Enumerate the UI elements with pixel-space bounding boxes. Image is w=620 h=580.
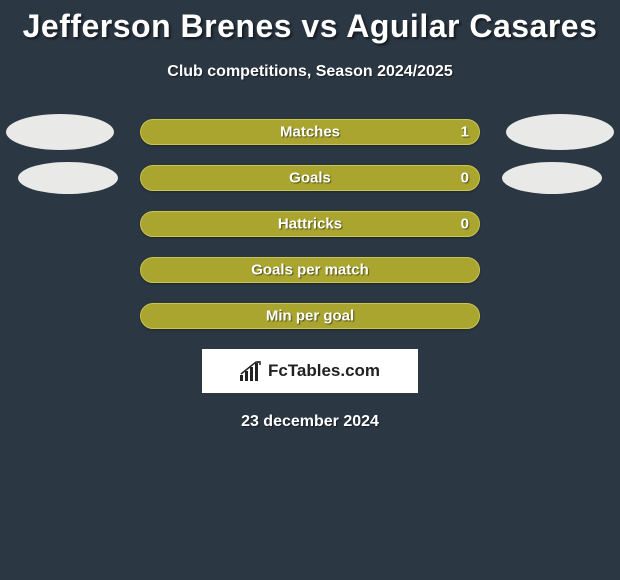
stat-row: Goals per match xyxy=(0,257,620,283)
stat-label: Goals per match xyxy=(251,262,369,279)
source-logo-text: FcTables.com xyxy=(268,361,380,381)
stat-bar: Matches 1 xyxy=(140,119,480,145)
stat-row: Hattricks 0 xyxy=(0,211,620,237)
stat-label: Min per goal xyxy=(266,308,354,325)
stat-value: 1 xyxy=(461,124,469,141)
player-right-avatar xyxy=(502,162,602,194)
stat-row: Matches 1 xyxy=(0,119,620,145)
stat-row: Goals 0 xyxy=(0,165,620,191)
page-subtitle: Club competitions, Season 2024/2025 xyxy=(0,63,620,81)
stat-bar: Goals per match xyxy=(140,257,480,283)
page-title: Jefferson Brenes vs Aguilar Casares xyxy=(0,0,620,45)
chart-icon xyxy=(240,361,262,381)
stat-label: Matches xyxy=(280,124,340,141)
player-left-avatar xyxy=(18,162,118,194)
source-logo: FcTables.com xyxy=(202,349,418,393)
stat-label: Hattricks xyxy=(278,216,342,233)
stats-rows: Matches 1 Goals 0 Hattricks 0 Goals per … xyxy=(0,119,620,329)
stat-row: Min per goal xyxy=(0,303,620,329)
stat-bar: Hattricks 0 xyxy=(140,211,480,237)
stat-label: Goals xyxy=(289,170,331,187)
player-left-avatar xyxy=(6,114,114,150)
stat-bar: Min per goal xyxy=(140,303,480,329)
player-right-avatar xyxy=(506,114,614,150)
stat-bar: Goals 0 xyxy=(140,165,480,191)
stat-value: 0 xyxy=(461,216,469,233)
stat-value: 0 xyxy=(461,170,469,187)
date-label: 23 december 2024 xyxy=(0,413,620,431)
